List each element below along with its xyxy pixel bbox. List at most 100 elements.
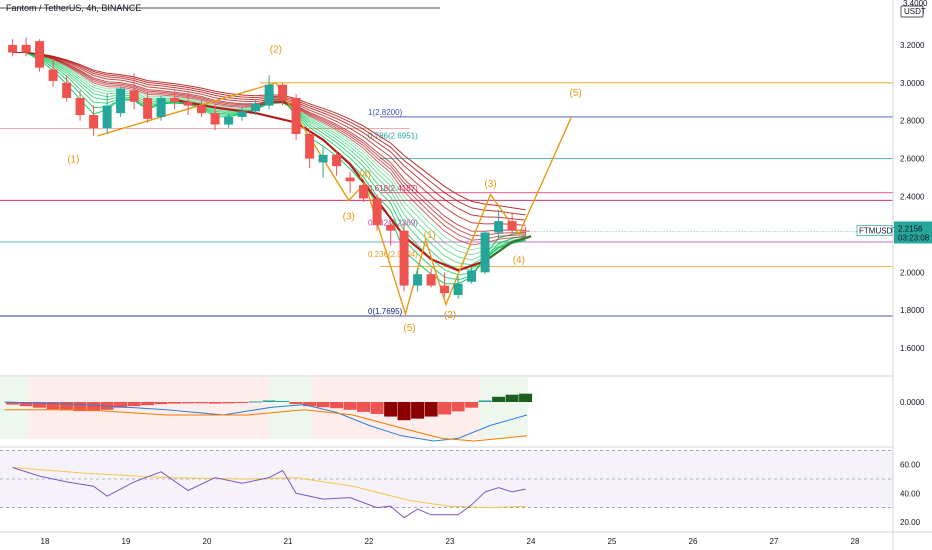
- price-pane[interactable]: 1(2.8200)0.786(2.6951)0.618(2.4187)0.382…: [0, 7, 893, 334]
- candle-body: [8, 44, 18, 53]
- macd-histogram-bar: [370, 402, 384, 414]
- candle: [278, 82, 288, 106]
- fib-level-label: 0(1.7695): [368, 307, 403, 316]
- candle-body: [237, 111, 247, 117]
- current-price-box: [894, 221, 932, 244]
- candle-body: [494, 221, 504, 233]
- candle: [197, 99, 207, 117]
- candle-body: [426, 274, 436, 286]
- candle: [413, 268, 423, 292]
- rsi-tick-label: 20.00: [900, 518, 921, 527]
- candle: [345, 171, 355, 193]
- time-tick-label: 21: [284, 537, 293, 546]
- macd-line: [4, 401, 528, 442]
- macd-histogram-bar: [154, 402, 168, 405]
- wave-label: (1): [424, 230, 436, 241]
- macd-histogram-bar: [438, 402, 452, 415]
- countdown-label: 03:23:08: [898, 233, 930, 242]
- price-tick-label: 2.6000: [900, 155, 925, 164]
- candle: [480, 230, 490, 275]
- fast-ma-line: [174, 98, 532, 272]
- fib-level-label: 0.236(2.0704): [368, 250, 418, 259]
- wave-label: (2): [444, 310, 456, 321]
- macd-histogram-bar: [33, 402, 47, 408]
- fib-level-label: 0.786(2.6951): [368, 132, 418, 141]
- currency-badge-box: [900, 5, 924, 18]
- candle-body: [467, 270, 477, 282]
- macd-histogram-bar: [73, 402, 87, 412]
- macd-histogram-bar: [303, 402, 317, 407]
- candle: [89, 105, 99, 136]
- candle-body: [251, 103, 261, 112]
- candle-body: [264, 84, 274, 106]
- candle-body: [156, 97, 166, 117]
- candle-body: [278, 84, 288, 100]
- macd-pane[interactable]: 0.0000: [0, 377, 925, 442]
- candle-body: [75, 97, 85, 116]
- price-tick-label: 2.0000: [900, 268, 925, 277]
- wave-label: (5): [403, 323, 415, 334]
- macd-histogram-bar: [384, 402, 398, 417]
- candle-body: [143, 97, 153, 119]
- time-tick-label: 18: [41, 537, 50, 546]
- candle: [386, 221, 396, 246]
- macd-histogram-bar: [357, 402, 371, 412]
- macd-bg-zone: [480, 377, 528, 439]
- time-tick-label: 24: [527, 537, 536, 546]
- macd-histogram-bar: [208, 402, 222, 404]
- macd-tick-label: 0.0000: [900, 398, 925, 407]
- macd-histogram-bar: [316, 402, 330, 408]
- symbol-label: FTMUSDT: [859, 226, 897, 235]
- candle: [507, 213, 517, 235]
- price-tick-label-cut: 3.4000: [903, 0, 928, 8]
- macd-histogram-bar: [181, 402, 195, 404]
- wave-label: (3): [484, 179, 496, 190]
- candle: [35, 39, 45, 72]
- macd-histogram-bar: [46, 402, 60, 410]
- macd-histogram-bar: [235, 402, 249, 403]
- candle-body: [386, 224, 396, 231]
- symbol-badge-box: [856, 225, 893, 236]
- wave-label: (2): [270, 45, 282, 56]
- candle: [170, 90, 180, 110]
- macd-histogram-bar: [505, 394, 519, 402]
- rsi-line: [12, 467, 526, 519]
- candle: [467, 266, 477, 284]
- candle: [156, 96, 166, 121]
- candle: [210, 103, 220, 131]
- macd-histogram-bar: [478, 400, 492, 402]
- macd-bg-zone: [270, 377, 312, 439]
- wave-label: (5): [569, 88, 581, 99]
- candle: [453, 276, 463, 299]
- time-tick-label: 20: [203, 537, 212, 546]
- candle-body: [48, 69, 58, 81]
- macd-histogram-bar: [19, 402, 33, 407]
- rsi-ma-line: [12, 467, 526, 509]
- wave-label: (1): [67, 154, 79, 165]
- candle: [494, 209, 504, 239]
- candle-body: [507, 221, 517, 231]
- time-tick-label: 19: [122, 537, 131, 546]
- macd-histogram-bar: [492, 396, 506, 402]
- rsi-pane[interactable]: 20.00 40.00 60.00: [0, 450, 921, 527]
- macd-histogram-bar: [222, 402, 236, 404]
- macd-histogram-bar: [451, 402, 465, 412]
- wave-label: (4): [513, 255, 525, 266]
- fib-level-label: 0.618(2.4187): [368, 184, 418, 193]
- time-tick-label: 22: [365, 537, 374, 546]
- candle-body: [35, 41, 45, 68]
- candle-body: [170, 97, 180, 102]
- macd-histogram-bar: [411, 402, 425, 419]
- price-tick-label: 1.8000: [900, 306, 925, 315]
- macd-histogram-bar: [465, 402, 479, 408]
- candle-body: [291, 97, 301, 134]
- candle-body: [521, 230, 531, 232]
- candle-body: [183, 101, 193, 106]
- candle: [8, 39, 18, 57]
- time-tick-label: 23: [446, 537, 455, 546]
- candle: [21, 37, 31, 57]
- candle: [399, 223, 409, 292]
- candle: [291, 94, 301, 140]
